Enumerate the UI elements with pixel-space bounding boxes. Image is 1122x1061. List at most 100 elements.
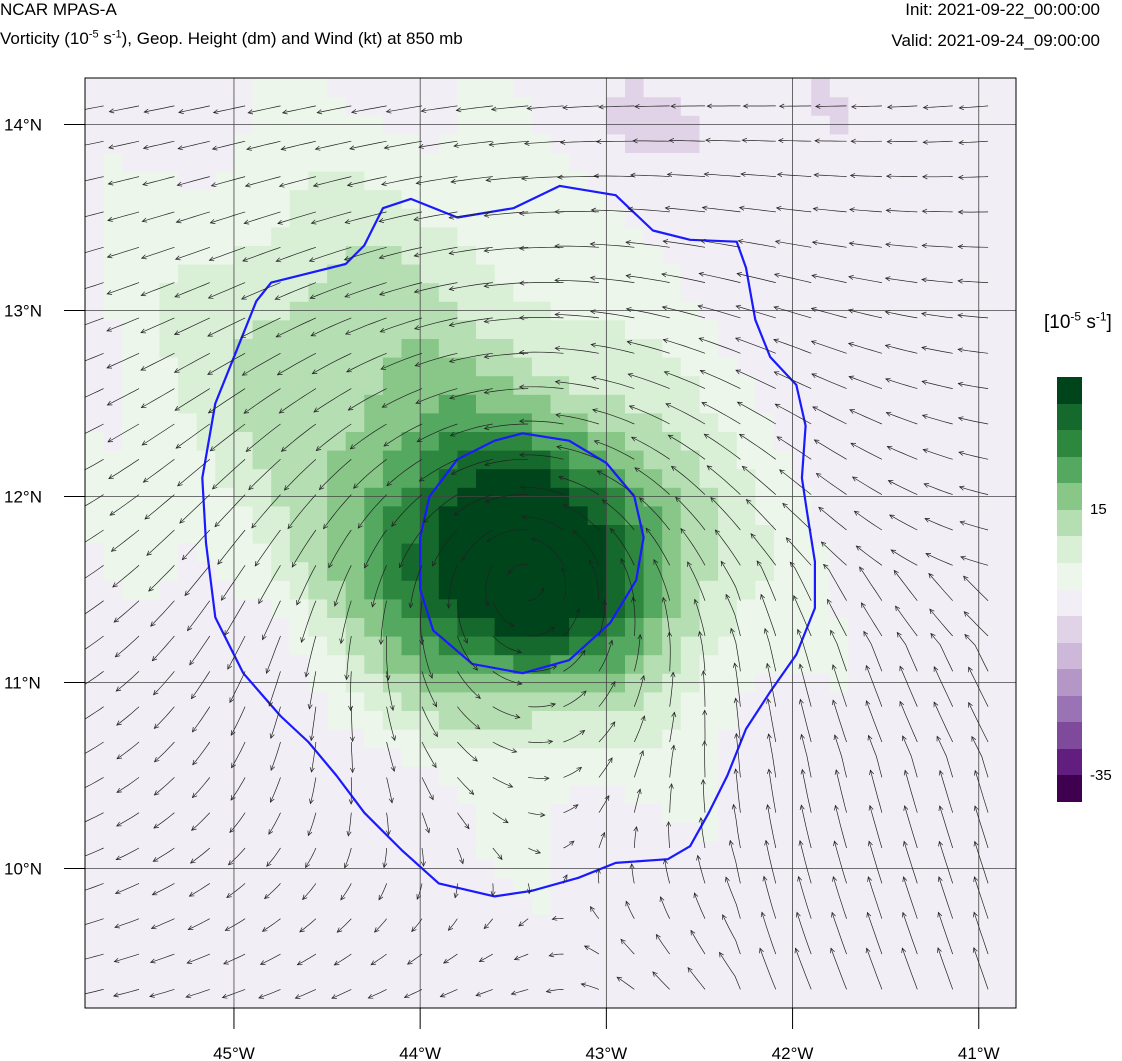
vorticity-cell bbox=[978, 412, 998, 432]
vorticity-cell bbox=[289, 822, 309, 842]
vorticity-cell bbox=[569, 412, 589, 432]
wind-streamlet bbox=[211, 176, 246, 187]
vorticity-cell bbox=[159, 580, 179, 600]
wind-arrowhead bbox=[107, 216, 113, 222]
wind-streamlet bbox=[315, 140, 352, 150]
vorticity-cell bbox=[457, 468, 477, 488]
wind-arrowhead bbox=[523, 140, 530, 146]
vorticity-cell bbox=[196, 226, 216, 246]
wind-streamlet bbox=[554, 245, 599, 248]
vorticity-cell bbox=[178, 710, 198, 730]
vorticity-cell bbox=[140, 654, 161, 674]
wind-streamlet bbox=[867, 912, 883, 955]
wind-arrowhead bbox=[627, 206, 634, 212]
vorticity-cell bbox=[643, 710, 663, 730]
wind-streamlet bbox=[626, 308, 670, 319]
wind-arrowhead bbox=[610, 680, 616, 687]
vorticity-cell bbox=[792, 208, 812, 228]
wind-arrowhead bbox=[414, 361, 421, 367]
wind-streamlet bbox=[639, 497, 670, 531]
vorticity-cell bbox=[606, 561, 626, 581]
vorticity-cell bbox=[625, 319, 645, 339]
wind-arrowhead bbox=[661, 596, 667, 603]
vorticity-cell bbox=[140, 970, 161, 990]
wind-arrowhead bbox=[299, 927, 305, 933]
vorticity-cell bbox=[736, 561, 756, 581]
wind-streamlet bbox=[694, 892, 706, 919]
vorticity-cell bbox=[178, 78, 198, 79]
wind-arrowhead bbox=[112, 582, 118, 588]
field-description: Vorticity (10-5 s-1), Geop. Height (dm) … bbox=[0, 28, 463, 48]
vorticity-cell bbox=[587, 840, 607, 860]
wind-streamlet bbox=[107, 282, 140, 295]
wind-arrowhead bbox=[153, 756, 160, 763]
vorticity-cell bbox=[215, 543, 235, 563]
wind-streamlet bbox=[350, 741, 353, 773]
vorticity-cell bbox=[569, 877, 589, 897]
vorticity-cell bbox=[662, 189, 682, 209]
vorticity-cell bbox=[140, 96, 161, 116]
wind-streamlet bbox=[598, 681, 616, 707]
wind-arrowhead bbox=[224, 926, 231, 931]
vorticity-cell bbox=[587, 245, 607, 265]
wind-streamlet bbox=[733, 804, 741, 849]
wind-arrowhead bbox=[554, 379, 561, 385]
vorticity-cell bbox=[736, 617, 756, 637]
vorticity-cell bbox=[252, 747, 272, 767]
vorticity-cell bbox=[550, 375, 570, 395]
vorticity-cell bbox=[420, 896, 440, 916]
vorticity-cell bbox=[1016, 338, 1035, 357]
vorticity-cell bbox=[438, 96, 458, 116]
wind-arrowhead bbox=[637, 633, 643, 640]
vorticity-cell bbox=[401, 78, 421, 79]
vorticity-cell bbox=[215, 710, 235, 730]
wind-arrowhead bbox=[296, 960, 303, 966]
wind-arrowhead bbox=[867, 876, 872, 882]
wind-streamlet bbox=[85, 494, 104, 507]
wind-arrowhead bbox=[251, 523, 257, 529]
wind-arrowhead bbox=[671, 711, 677, 718]
vorticity-cell bbox=[922, 598, 943, 618]
vorticity-cell bbox=[625, 896, 645, 916]
wind-streamlet bbox=[85, 600, 104, 615]
vorticity-cell bbox=[513, 617, 533, 637]
wind-streamlet bbox=[319, 459, 352, 490]
wind-arrowhead bbox=[453, 892, 459, 899]
wind-arrowhead bbox=[703, 433, 710, 439]
vorticity-cell bbox=[941, 505, 961, 525]
vorticity-cell bbox=[345, 171, 365, 191]
vorticity-cell bbox=[364, 543, 384, 563]
wind-streamlet bbox=[735, 698, 741, 743]
vorticity-cell bbox=[699, 78, 719, 79]
vorticity-cell bbox=[289, 319, 309, 339]
vorticity-cell bbox=[904, 636, 924, 656]
vorticity-cell bbox=[978, 431, 998, 451]
vorticity-cell bbox=[345, 766, 365, 786]
vorticity-cell bbox=[85, 468, 105, 488]
vorticity-cell bbox=[308, 896, 328, 916]
vorticity-cell bbox=[792, 580, 812, 600]
wind-streamlet bbox=[974, 841, 989, 884]
vorticity-cell bbox=[215, 96, 235, 116]
wind-streamlet bbox=[922, 210, 953, 213]
wind-streamlet bbox=[492, 812, 509, 823]
wind-streamlet bbox=[264, 883, 281, 899]
vorticity-cell bbox=[513, 208, 533, 228]
wind-streamlet bbox=[626, 275, 670, 283]
vorticity-cell bbox=[159, 729, 179, 749]
vorticity-cell bbox=[736, 952, 756, 972]
vorticity-cell bbox=[531, 989, 552, 1008]
wind-streamlet bbox=[848, 342, 882, 354]
wind-arrowhead bbox=[556, 174, 563, 180]
vorticity-cell bbox=[941, 896, 961, 916]
vorticity-cell bbox=[327, 394, 347, 414]
wind-streamlet bbox=[457, 847, 464, 864]
vorticity-cell bbox=[848, 226, 868, 246]
vorticity-cell bbox=[438, 989, 458, 1008]
wind-arrowhead bbox=[516, 680, 523, 686]
vorticity-cell bbox=[680, 412, 700, 432]
vorticity-cell bbox=[196, 636, 216, 656]
vorticity-cell bbox=[550, 989, 570, 1008]
vorticity-cell bbox=[271, 133, 291, 153]
vorticity-cell bbox=[476, 152, 496, 172]
